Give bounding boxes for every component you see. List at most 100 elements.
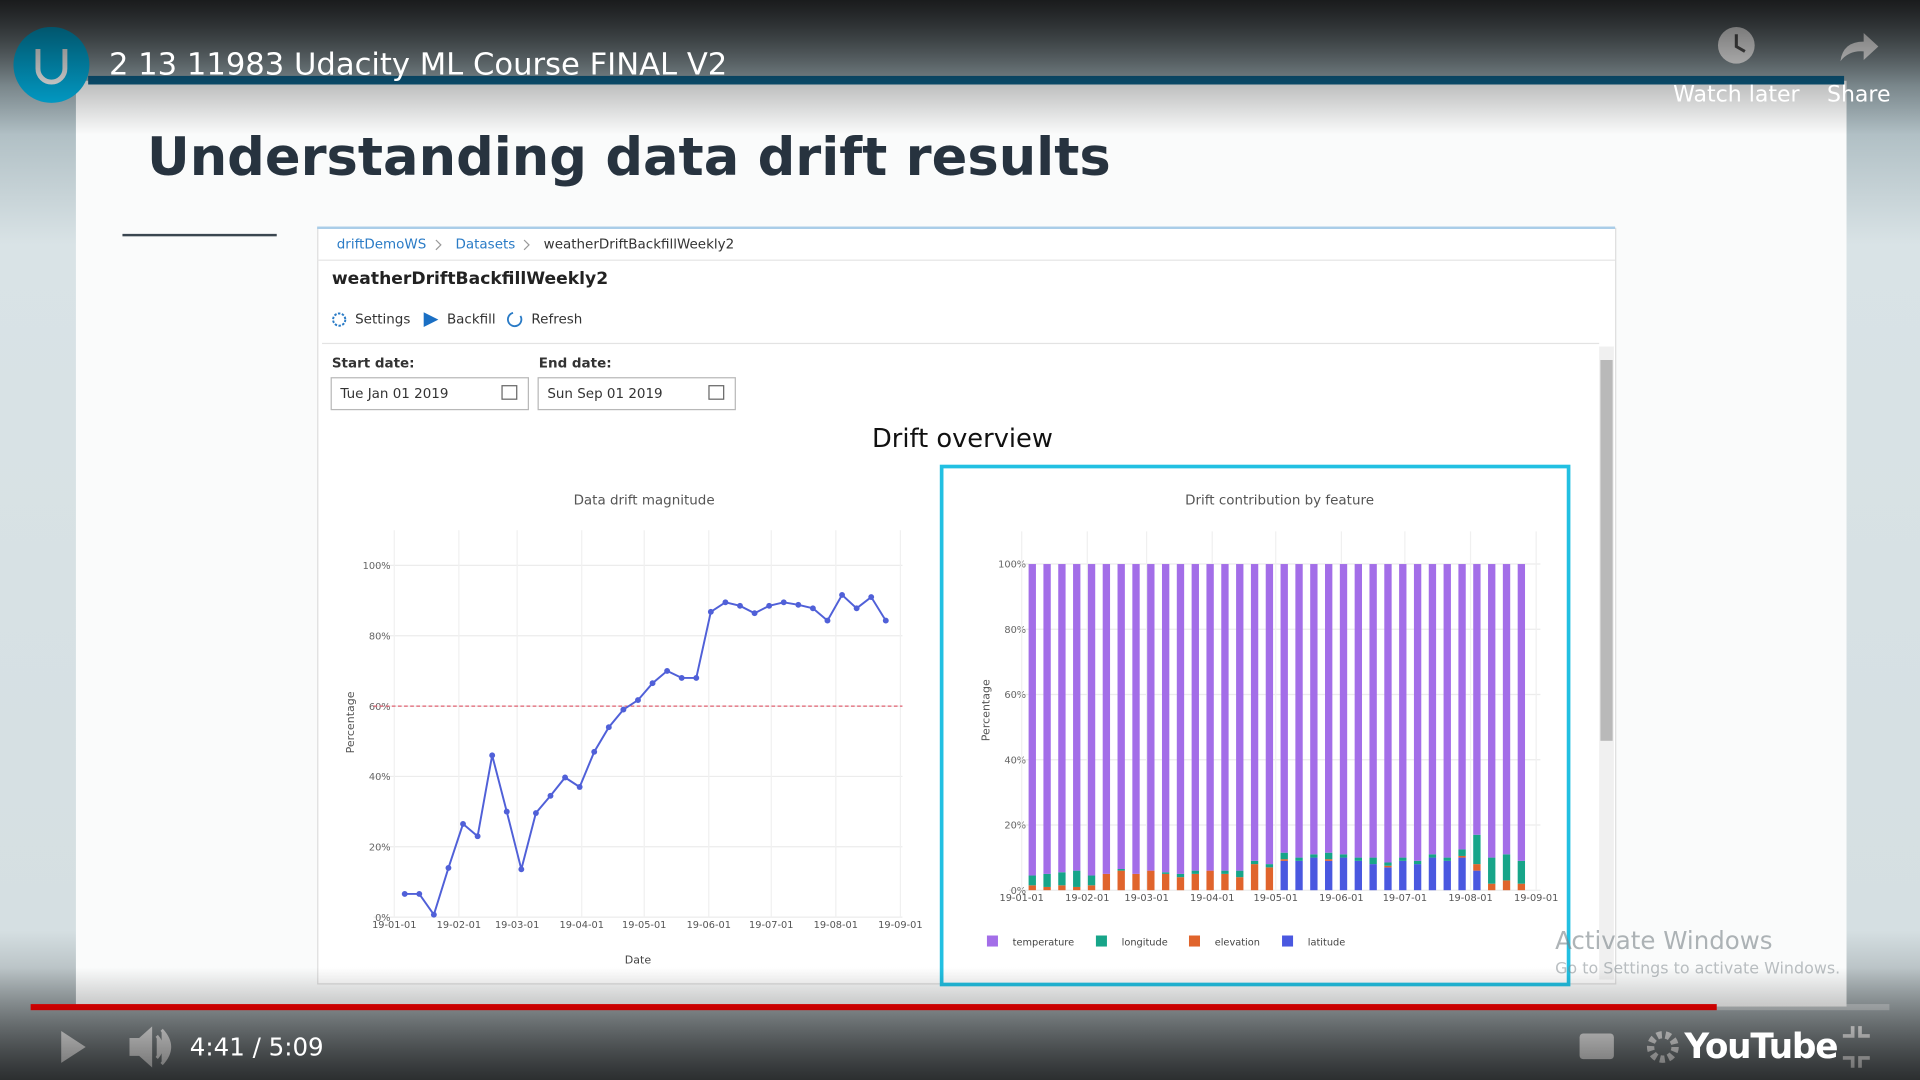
breadcrumb-link[interactable]: driftDemoWS bbox=[336, 236, 427, 253]
start-label: Start date: bbox=[331, 355, 415, 372]
x-axis-label: Date bbox=[625, 954, 652, 967]
end-date-input[interactable] bbox=[537, 377, 736, 411]
bar-segment bbox=[1369, 857, 1377, 865]
bar-segment bbox=[1191, 564, 1199, 871]
bar-segment bbox=[1502, 854, 1511, 881]
bottom-gradient bbox=[0, 967, 1920, 1080]
bar-segment bbox=[1176, 873, 1185, 878]
bar-segment bbox=[1428, 854, 1437, 858]
bar-segment bbox=[1058, 885, 1066, 891]
x-tick-label: 19-06-01 bbox=[1319, 893, 1363, 904]
bar-segment bbox=[1295, 857, 1303, 861]
data-point bbox=[532, 810, 539, 816]
y-tick-label: 60% bbox=[1004, 690, 1026, 701]
bar-segment bbox=[1325, 859, 1333, 861]
bar-segment bbox=[1399, 860, 1407, 891]
slide-title: Understanding data drift results bbox=[146, 127, 1111, 189]
toolbar-button[interactable]: Settings bbox=[355, 311, 411, 327]
bar-segment bbox=[1488, 564, 1496, 858]
data-point bbox=[722, 599, 729, 606]
bar-segment bbox=[1073, 886, 1081, 891]
data-line bbox=[404, 593, 887, 917]
data-point bbox=[605, 724, 612, 731]
toolbar-button[interactable]: Refresh bbox=[531, 311, 583, 327]
y-tick-label: 80% bbox=[1004, 625, 1026, 636]
breadcrumb-link[interactable]: Datasets bbox=[455, 236, 516, 253]
data-point bbox=[562, 774, 569, 781]
bar-segment bbox=[1221, 870, 1229, 874]
x-tick-label: 19-02-01 bbox=[1065, 893, 1109, 904]
chevron bbox=[435, 239, 442, 251]
bar-segment bbox=[1473, 834, 1481, 865]
data-point bbox=[474, 833, 481, 840]
x-tick-label: 19-08-01 bbox=[1448, 893, 1492, 904]
bar-segment bbox=[1502, 564, 1511, 855]
youtube-logo[interactable]: YouTube bbox=[1684, 1026, 1838, 1067]
bar-segment bbox=[1132, 873, 1140, 891]
bar-segment bbox=[1250, 860, 1259, 865]
refresh-icon[interactable] bbox=[507, 311, 523, 328]
y-tick-label: 80% bbox=[369, 631, 391, 642]
data-point bbox=[795, 601, 802, 608]
chart-title: Drift contribution by feature bbox=[1185, 493, 1374, 508]
top-gradient bbox=[0, 0, 1920, 135]
x-tick-label: 19-05-01 bbox=[1254, 893, 1298, 904]
x-tick-label: 19-07-01 bbox=[1383, 893, 1427, 904]
y-tick-label: 100% bbox=[363, 561, 391, 572]
data-point bbox=[576, 784, 583, 790]
data-point bbox=[751, 610, 758, 617]
calendar-icon[interactable] bbox=[501, 385, 518, 400]
breadcrumb-rule bbox=[317, 259, 1616, 261]
settings-icon[interactable] bbox=[332, 312, 347, 327]
bar-segment bbox=[1191, 870, 1199, 874]
y-tick-label: 40% bbox=[369, 772, 391, 783]
video-title[interactable]: 2 13 11983 Udacity ML Course FINAL V2 bbox=[108, 46, 728, 83]
data-point bbox=[620, 706, 627, 713]
bar-segment bbox=[1117, 870, 1125, 891]
x-tick-label: 19-06-01 bbox=[687, 920, 731, 931]
bar-segment bbox=[1488, 883, 1496, 891]
toolbar-button[interactable]: Backfill bbox=[446, 311, 496, 327]
bar-segment bbox=[1443, 857, 1451, 861]
share-label[interactable]: Share bbox=[1826, 82, 1891, 108]
bar-segment bbox=[1221, 873, 1229, 891]
bar-segment bbox=[1384, 862, 1392, 866]
y-tick-label: 20% bbox=[1004, 821, 1026, 832]
bar-segment bbox=[1354, 857, 1362, 861]
data-point bbox=[635, 697, 641, 704]
bar-segment bbox=[1384, 865, 1392, 868]
legend-label: temperature bbox=[1013, 937, 1074, 948]
data-point bbox=[401, 890, 408, 897]
data-point bbox=[664, 667, 671, 674]
bar-segment bbox=[1443, 564, 1451, 858]
start-date-input[interactable] bbox=[330, 377, 529, 411]
backfill-icon[interactable] bbox=[423, 312, 439, 327]
end-date-value: Sun Sep 01 2019 bbox=[547, 385, 663, 402]
bar-segment bbox=[1413, 564, 1422, 861]
bar-segment bbox=[1102, 873, 1111, 891]
data-point bbox=[707, 608, 714, 615]
bar-segment bbox=[1087, 885, 1096, 891]
x-tick-label: 19-08-01 bbox=[814, 920, 858, 931]
data-point bbox=[882, 617, 889, 624]
data-point bbox=[853, 605, 860, 612]
x-tick-label: 19-07-01 bbox=[749, 920, 793, 931]
y-tick-label: 0% bbox=[375, 913, 391, 924]
breadcrumb-current: weatherDriftBackfillWeekly2 bbox=[543, 236, 735, 253]
data-point bbox=[503, 808, 510, 815]
watch-later-label[interactable]: Watch later bbox=[1673, 82, 1800, 108]
bar-segment bbox=[1458, 857, 1466, 891]
bar-segment bbox=[1369, 564, 1377, 858]
bar-segment bbox=[1280, 564, 1288, 853]
bar-segment bbox=[1310, 854, 1318, 858]
bar-segment bbox=[1206, 870, 1214, 891]
calendar-icon[interactable] bbox=[708, 385, 725, 400]
data-point bbox=[780, 599, 787, 606]
time-display: 4:41 / 5:09 bbox=[189, 1032, 324, 1062]
x-tick-label: 19-05-01 bbox=[622, 920, 666, 931]
scrollbar-thumb[interactable] bbox=[1600, 360, 1613, 741]
bar-segment bbox=[1161, 873, 1170, 891]
bar-segment bbox=[1043, 886, 1051, 891]
start-date-value: Tue Jan 01 2019 bbox=[340, 385, 449, 402]
